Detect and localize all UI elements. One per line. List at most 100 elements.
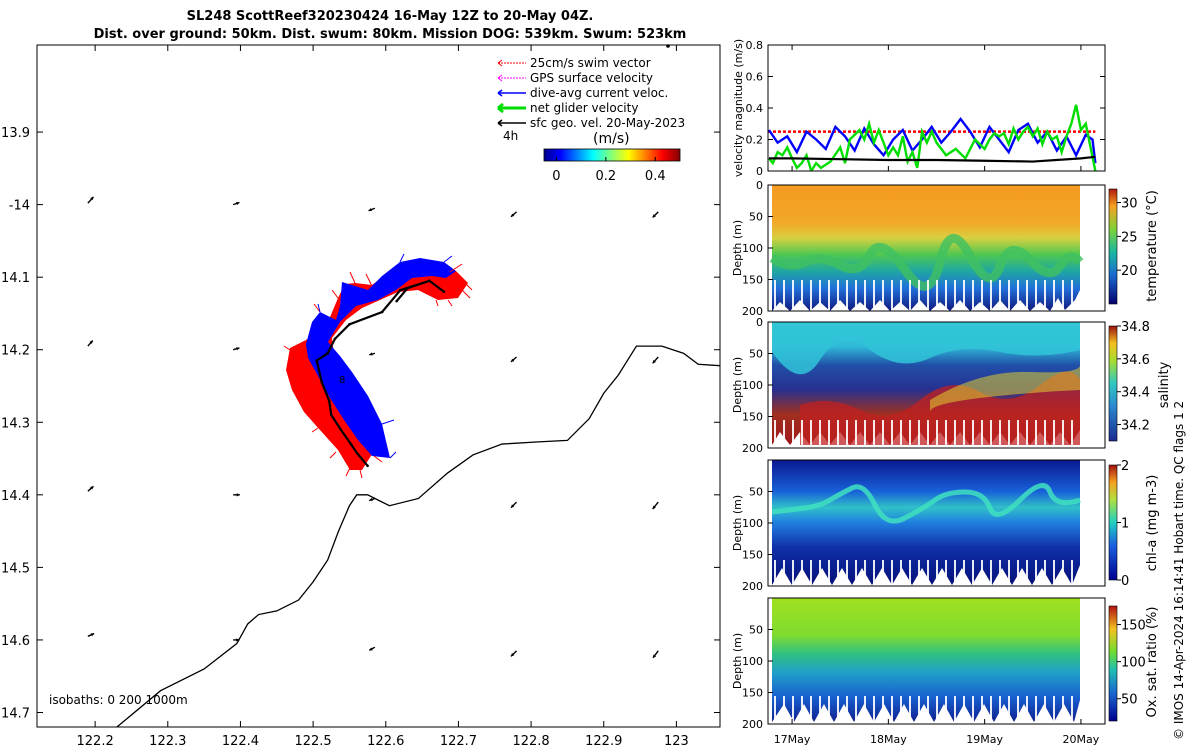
velocity-ytick-label: 0.2 [746, 134, 764, 147]
chla-dcm [771, 483, 1081, 524]
oxygen-field [772, 598, 1080, 722]
map-ytick-label: 14.1 [1, 271, 30, 286]
colorbar-tick-label: 34.8 [1121, 320, 1150, 335]
colorbar-tick-label: 30 [1121, 197, 1138, 212]
dive-avg-current-fan [306, 258, 456, 458]
credit-text: © IMOS 14-Apr-2024 16:14:41 Hobart time.… [1172, 400, 1186, 740]
sfc-vector-head [236, 201, 240, 206]
depth-tick-label: 50 [749, 211, 763, 224]
chla-ticks: 50 100 150 200 0 1 2 [742, 459, 1129, 593]
map-ytick-label: 14.5 [1, 561, 30, 576]
chla-panel: Depth (m) chl-a (mg m-3) 50 100 150 200 0 1 2 [731, 459, 1160, 593]
legend-net-arrow-icon [497, 102, 504, 114]
sfc-vector-head [652, 505, 656, 510]
legend-sfc-arrow-icon [497, 119, 503, 127]
legend-diveavg-arrow-icon [497, 89, 503, 97]
legend-time-label: 4h [503, 129, 518, 143]
temperature-panel: Depth (m) temperature (°C) 0 50 100 150 200 2… [731, 179, 1160, 318]
colorbar-tick-label: 2 [1121, 459, 1129, 474]
sfc-vector-head [236, 638, 240, 642]
track-point [428, 279, 431, 283]
chla-dive-gaps [772, 560, 1078, 585]
salinity-ylabel: Depth (m) [731, 357, 744, 413]
legend-sfc-label: sfc geo. vel. 20-May-2023 [530, 116, 685, 130]
coastline-layer [116, 345, 720, 727]
salinity-transition [930, 365, 1080, 412]
speed-colorbar-ticks: 0 0.2 0.4 [552, 157, 666, 184]
glider-track-layer: 8 [283, 253, 473, 479]
track-point [327, 399, 331, 402]
depth-tick-label: 0 [756, 316, 763, 329]
sfc-vector-head [90, 633, 95, 637]
track-point [320, 381, 324, 384]
sfc-vector-head [510, 358, 515, 362]
track-point [333, 337, 337, 341]
depth-tick-label: 200 [742, 442, 763, 455]
colorbar-tick-label: 20 [1121, 264, 1138, 279]
depth-tick-label: 50 [749, 348, 763, 361]
map-ytick-label: 14.3 [1, 416, 30, 431]
depth-tick-label: 50 [749, 624, 763, 637]
map-xtick-label: 122.2 [77, 734, 114, 749]
salinity-dive-gaps [772, 420, 1078, 445]
colorbar-tick-label: 25 [1121, 230, 1138, 245]
track-point [355, 451, 359, 455]
temperature-field [772, 185, 1080, 311]
salinity-ticks: 0 50 100 150 200 34.2 34.4 34.6 34.8 [742, 316, 1150, 455]
colorbar-tick-label: 0.4 [645, 169, 666, 184]
salinity-colorbar [1108, 325, 1118, 442]
depth-tick-label: 150 [742, 549, 763, 562]
colorbar-tick-label: 100 [1121, 656, 1146, 671]
swim-vector-spikes [283, 263, 473, 479]
legend-swim-label: 25cm/s swim vector [530, 56, 651, 70]
depth-tick-label: 100 [742, 242, 763, 255]
map-ytick-label: 14.7 [1, 706, 30, 721]
depth-tick-label: 50 [749, 486, 763, 499]
colorbar-tick-label: 50 [1121, 693, 1138, 708]
sfc-vector-head [368, 208, 373, 212]
legend-net-label: net glider velocity [530, 101, 638, 115]
chla-colorbar-label: chl-a (mg m-3) [1145, 475, 1160, 572]
chla-colorbar [1108, 464, 1118, 581]
legend-diveavg-label: dive-avg current veloc. [530, 86, 668, 100]
swim-vector-fan [286, 262, 468, 470]
coastline [116, 345, 720, 727]
colorbar-tick-label: 150 [1121, 619, 1146, 634]
depth-tick-label: 100 [742, 517, 763, 530]
velocity-panel: 0 0.2 0.4 0.6 0.8 velocity magnitude (m/s) [732, 39, 1106, 178]
date-ticks: 17May 18May 19May 20May [774, 719, 1100, 746]
sfc-vector-head [510, 213, 515, 217]
sfc-vector-head [652, 359, 656, 364]
track-point [348, 323, 351, 326]
track-point [349, 442, 353, 446]
glider-track [315, 279, 445, 467]
chla-ylabel: Depth (m) [731, 495, 744, 551]
map-xtick-label: 122.6 [367, 734, 404, 749]
salinity-mixed-layer [772, 322, 1080, 375]
temperature-dive-gaps [772, 280, 1078, 311]
temperature-colorbar-label: temperature (°C) [1145, 190, 1160, 302]
date-tick-label: 17May [774, 733, 811, 746]
sfc-vector-head [369, 647, 373, 651]
legend-swim-arrow-icon [497, 59, 503, 67]
glider-position-marker: 8 [339, 375, 345, 386]
figure-title: SL248 ScottReef320230424 16-May 12Z to 2… [60, 8, 720, 44]
title-line-2: Dist. over ground: 50km. Dist. swum: 80k… [93, 27, 687, 42]
map-legend: 25cm/s swim vector GPS surface velocity … [497, 56, 685, 184]
map-xtick-label: 122.7 [440, 734, 477, 749]
velocity-ytick-label: 0.4 [746, 102, 764, 115]
track-point [442, 290, 446, 293]
date-tick-label: 20May [1063, 733, 1100, 746]
map-axes-box [36, 44, 721, 728]
sfc-vector-head [510, 653, 515, 657]
sfc-vector-head [652, 214, 656, 218]
oxygen-ticks: 50 100 150 200 50 100 150 [742, 619, 1146, 731]
temperature-colorbar [1108, 188, 1118, 305]
track-point [380, 310, 384, 314]
velocity-lines [768, 104, 1097, 171]
map-ytick-label: 14.2 [1, 344, 30, 359]
velocity-ylabel: velocity magnitude (m/s) [732, 39, 745, 177]
salinity-panel: Depth (m) salinity 0 50 100 150 200 34.2 34.4 3… [731, 316, 1172, 455]
temperature-ticks: 0 50 100 150 200 20 25 30 [742, 179, 1138, 318]
